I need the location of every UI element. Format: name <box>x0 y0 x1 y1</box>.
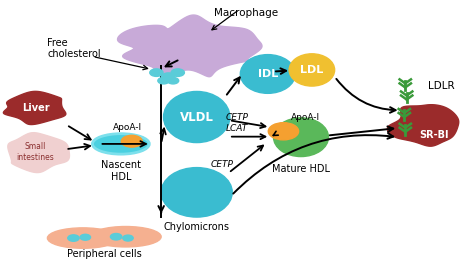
Polygon shape <box>387 105 459 146</box>
Ellipse shape <box>150 69 163 76</box>
Text: VLDL: VLDL <box>180 111 214 123</box>
Ellipse shape <box>167 77 179 84</box>
Text: Chylomicrons: Chylomicrons <box>164 222 230 232</box>
Text: Free
cholesterol: Free cholesterol <box>47 38 101 59</box>
Ellipse shape <box>92 134 149 154</box>
Text: IDL: IDL <box>258 69 278 79</box>
Text: Mature HDL: Mature HDL <box>272 164 330 174</box>
Ellipse shape <box>273 118 328 157</box>
Ellipse shape <box>268 123 299 140</box>
Ellipse shape <box>240 55 295 93</box>
Text: CETP: CETP <box>211 161 234 169</box>
Text: ApoA-I: ApoA-I <box>113 123 143 132</box>
Ellipse shape <box>158 77 169 84</box>
Ellipse shape <box>123 235 133 241</box>
Ellipse shape <box>68 235 79 241</box>
Ellipse shape <box>47 228 118 248</box>
Ellipse shape <box>90 226 161 247</box>
Text: LDL: LDL <box>300 65 324 75</box>
Text: SR-BI: SR-BI <box>419 129 448 140</box>
Text: ApoA-I: ApoA-I <box>291 113 319 122</box>
Text: LCAT: LCAT <box>226 124 248 133</box>
Ellipse shape <box>164 91 230 143</box>
Polygon shape <box>3 91 66 125</box>
Ellipse shape <box>80 234 91 240</box>
Ellipse shape <box>161 168 232 217</box>
Ellipse shape <box>110 233 122 240</box>
Text: Macrophage: Macrophage <box>214 8 279 18</box>
Ellipse shape <box>162 73 175 80</box>
Ellipse shape <box>121 135 142 147</box>
Polygon shape <box>8 133 70 172</box>
Text: Nascent
HDL: Nascent HDL <box>101 160 141 182</box>
Text: Peripheral cells: Peripheral cells <box>67 249 142 259</box>
Text: Small
intestines: Small intestines <box>17 142 55 162</box>
Ellipse shape <box>289 54 335 86</box>
Text: Liver: Liver <box>22 102 49 113</box>
Text: LDLR: LDLR <box>428 81 454 91</box>
Polygon shape <box>118 15 262 77</box>
Text: CETP: CETP <box>226 113 248 122</box>
Ellipse shape <box>171 69 184 76</box>
